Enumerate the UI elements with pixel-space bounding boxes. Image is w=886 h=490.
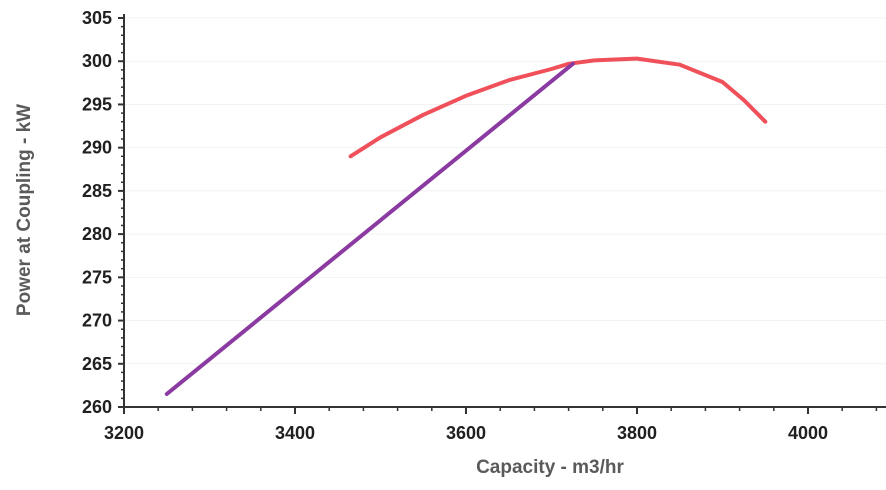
axes: [118, 14, 886, 414]
x-tick-label-3: 3800: [617, 423, 657, 443]
y-tick-label-8: 300: [82, 51, 112, 71]
x-tick-label-1: 3400: [275, 423, 315, 443]
y-axis-title: Power at Coupling - kW: [14, 104, 35, 316]
y-tick-label-1: 265: [82, 354, 112, 374]
grid: [124, 17, 886, 408]
x-tick-label-2: 3600: [446, 423, 486, 443]
y-tick-label-9: 305: [82, 8, 112, 28]
y-tick-label-4: 280: [82, 224, 112, 244]
y-tick-label-7: 295: [82, 94, 112, 114]
y-tick-label-0: 260: [82, 397, 112, 417]
series-line-2: [164, 61, 575, 396]
x-tick-label-4: 4000: [788, 423, 828, 443]
tick-labels: 260 265 270 275 280 285 290 295 300 305 3200 3400 36…: [82, 8, 828, 443]
x-axis-title: Capacity - m3/hr: [476, 457, 624, 478]
y-tick-label-2: 270: [82, 311, 112, 331]
y-tick-label-5: 285: [82, 181, 112, 201]
y-tick-label-3: 275: [82, 267, 112, 287]
series-layer: [164, 56, 768, 396]
series-line-1: [348, 56, 768, 159]
x-tick-label-0: 3200: [104, 423, 144, 443]
y-tick-label-6: 290: [82, 138, 112, 158]
